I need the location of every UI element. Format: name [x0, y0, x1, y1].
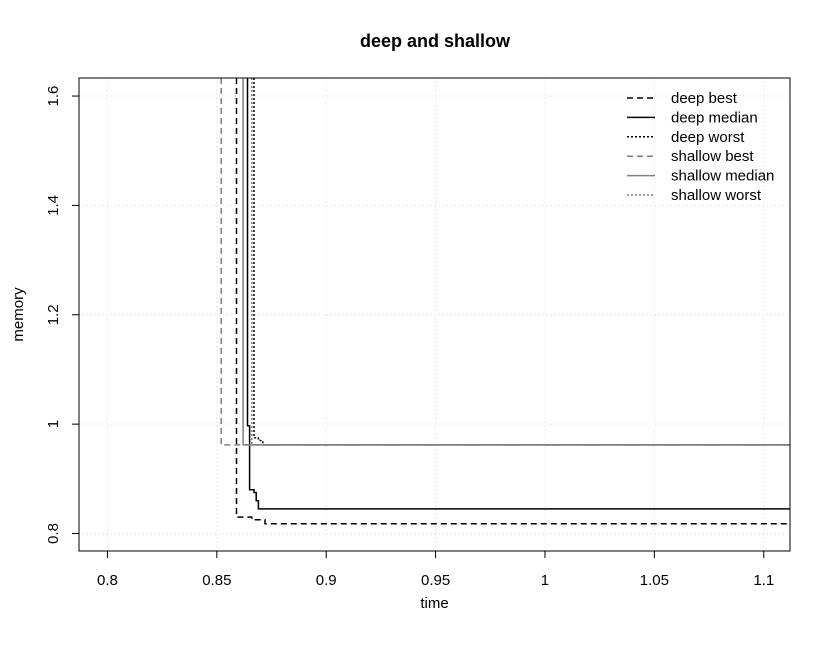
x-tick-label: 0.85 [202, 572, 231, 589]
chart-title: deep and shallow [360, 31, 511, 51]
legend-label: shallow median [671, 168, 774, 185]
x-tick-label: 1.1 [753, 572, 774, 589]
series-line-shallow-best [220, 78, 790, 446]
y-tick-label: 1.2 [45, 304, 62, 325]
y-axis: 0.8 1 1.2 1.4 1.6 [45, 86, 80, 544]
y-tick-label: 1 [45, 420, 62, 428]
x-axis: 0.8 0.85 0.9 0.95 1 1.05 1.1 [97, 550, 774, 589]
y-tick-label: 0.8 [45, 523, 62, 544]
series-line-deep-median [246, 78, 790, 510]
series-line-shallow-worst [251, 78, 790, 446]
series-lines [220, 78, 790, 525]
legend-label: shallow best [671, 148, 754, 165]
y-tick-label: 1.6 [45, 86, 62, 107]
y-tick-label: 1.4 [45, 195, 62, 216]
series-line-shallow-median [242, 78, 790, 446]
legend-label: deep best [671, 90, 738, 107]
y-axis-label: memory [10, 287, 27, 342]
x-axis-label: time [420, 595, 448, 612]
legend: deep best deep median deep worst shallow be… [627, 90, 774, 204]
legend-label: deep worst [671, 129, 745, 146]
legend-label: deep median [671, 109, 758, 126]
series-line-deep-best [235, 78, 790, 525]
x-tick-label: 0.8 [97, 572, 118, 589]
x-tick-label: 1 [541, 572, 549, 589]
x-tick-label: 0.9 [316, 572, 337, 589]
legend-label: shallow worst [671, 187, 762, 204]
x-tick-label: 0.95 [421, 572, 450, 589]
grid [79, 78, 790, 551]
x-tick-label: 1.05 [640, 572, 669, 589]
